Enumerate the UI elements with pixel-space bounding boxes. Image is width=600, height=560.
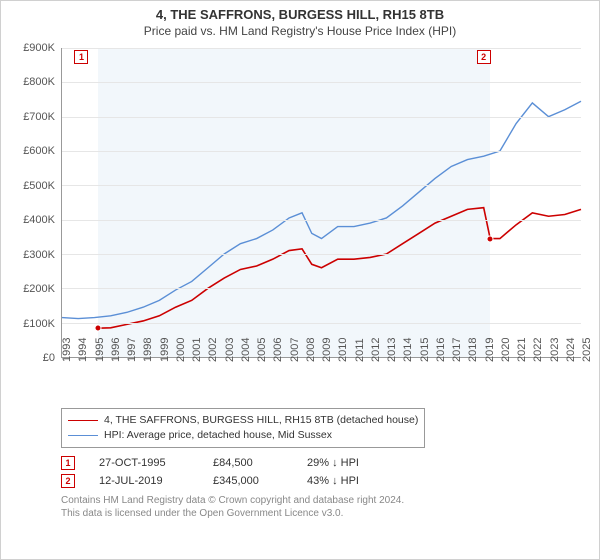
chart-title: 4, THE SAFFRONS, BURGESS HILL, RH15 8TB	[11, 7, 589, 22]
event-marker: 1	[61, 456, 75, 470]
credits-line: Contains HM Land Registry data © Crown c…	[61, 494, 589, 507]
event-marker: 2	[61, 474, 75, 488]
legend-label: 4, THE SAFFRONS, BURGESS HILL, RH15 8TB …	[104, 413, 418, 428]
event-row: 1 27-OCT-1995 £84,500 29% ↓ HPI	[61, 456, 589, 470]
event-date: 12-JUL-2019	[99, 475, 189, 487]
event-date: 27-OCT-1995	[99, 457, 189, 469]
legend-swatch	[68, 420, 98, 421]
credits: Contains HM Land Registry data © Crown c…	[61, 494, 589, 520]
event-price: £345,000	[213, 475, 283, 487]
legend-item: HPI: Average price, detached house, Mid …	[68, 428, 418, 443]
legend-label: HPI: Average price, detached house, Mid …	[104, 428, 332, 443]
chart-area: £0£100K£200K£300K£400K£500K£600K£700K£80…	[11, 48, 589, 358]
legend-item: 4, THE SAFFRONS, BURGESS HILL, RH15 8TB …	[68, 413, 418, 428]
event-delta: 43% ↓ HPI	[307, 475, 359, 487]
legend-swatch	[68, 435, 98, 436]
event-price: £84,500	[213, 457, 283, 469]
plot-area: 12	[61, 48, 581, 358]
events-table: 1 27-OCT-1995 £84,500 29% ↓ HPI 2 12-JUL…	[61, 456, 589, 488]
chart-card: 4, THE SAFFRONS, BURGESS HILL, RH15 8TB …	[0, 0, 600, 560]
x-axis: 1993199419951996199719981999200020012002…	[61, 358, 581, 402]
y-axis: £0£100K£200K£300K£400K£500K£600K£700K£80…	[11, 48, 59, 358]
line-series	[62, 48, 581, 357]
event-delta: 29% ↓ HPI	[307, 457, 359, 469]
credits-line: This data is licensed under the Open Gov…	[61, 507, 589, 520]
event-row: 2 12-JUL-2019 £345,000 43% ↓ HPI	[61, 474, 589, 488]
chart-subtitle: Price paid vs. HM Land Registry's House …	[11, 24, 589, 38]
legend: 4, THE SAFFRONS, BURGESS HILL, RH15 8TB …	[61, 408, 425, 448]
